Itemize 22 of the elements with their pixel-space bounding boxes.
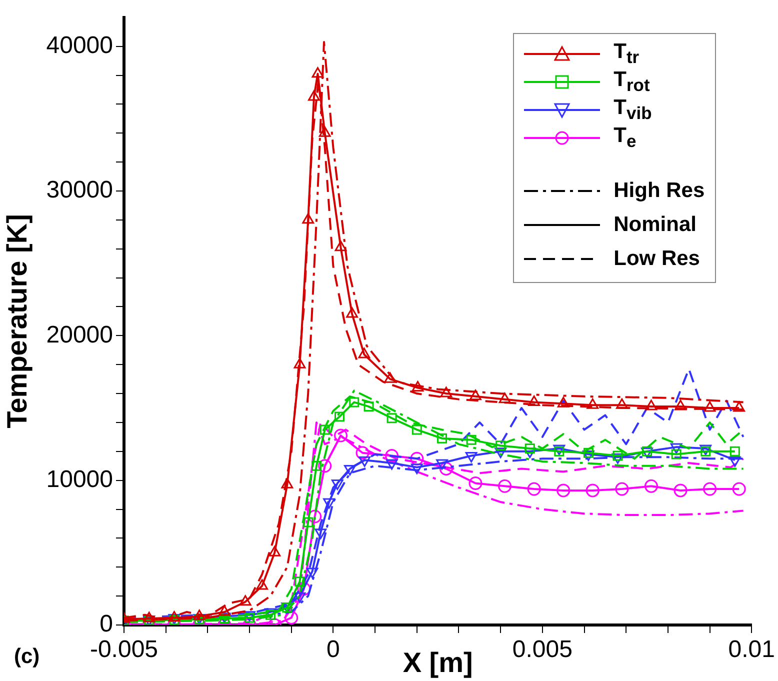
style-key: Low Res <box>524 242 705 276</box>
y-tick-label: 10000 <box>46 466 113 493</box>
annotation: High Res <box>614 179 705 204</box>
x-tick-label: 0.005 <box>512 636 572 664</box>
legend-label: T$_{vib}$ <box>614 96 652 124</box>
x-tick-label: 0.01 <box>728 636 776 664</box>
legend-label: T$_{rot}$ <box>614 68 650 96</box>
y-tick-label: 40000 <box>46 32 113 59</box>
x-axis-title: X [m] <box>402 646 473 678</box>
style-key: High Res <box>524 174 705 208</box>
text: (c) <box>14 645 40 669</box>
legend-label: T$_{tr}$ <box>614 40 640 68</box>
annotation: Nominal <box>614 213 696 238</box>
x-tick-label: -0.005 <box>90 636 158 664</box>
annotation: Low Res <box>614 247 700 272</box>
style-key: Nominal <box>524 208 705 242</box>
legend-label: T$_{e}$ <box>614 124 636 152</box>
y-tick-label: 30000 <box>46 176 113 204</box>
y-tick-label: 20000 <box>46 321 113 348</box>
x-tick-label: 0 <box>326 636 340 664</box>
y-axis-title: Temperature [K] <box>2 214 33 428</box>
y-tick-label: 0 <box>100 610 113 638</box>
